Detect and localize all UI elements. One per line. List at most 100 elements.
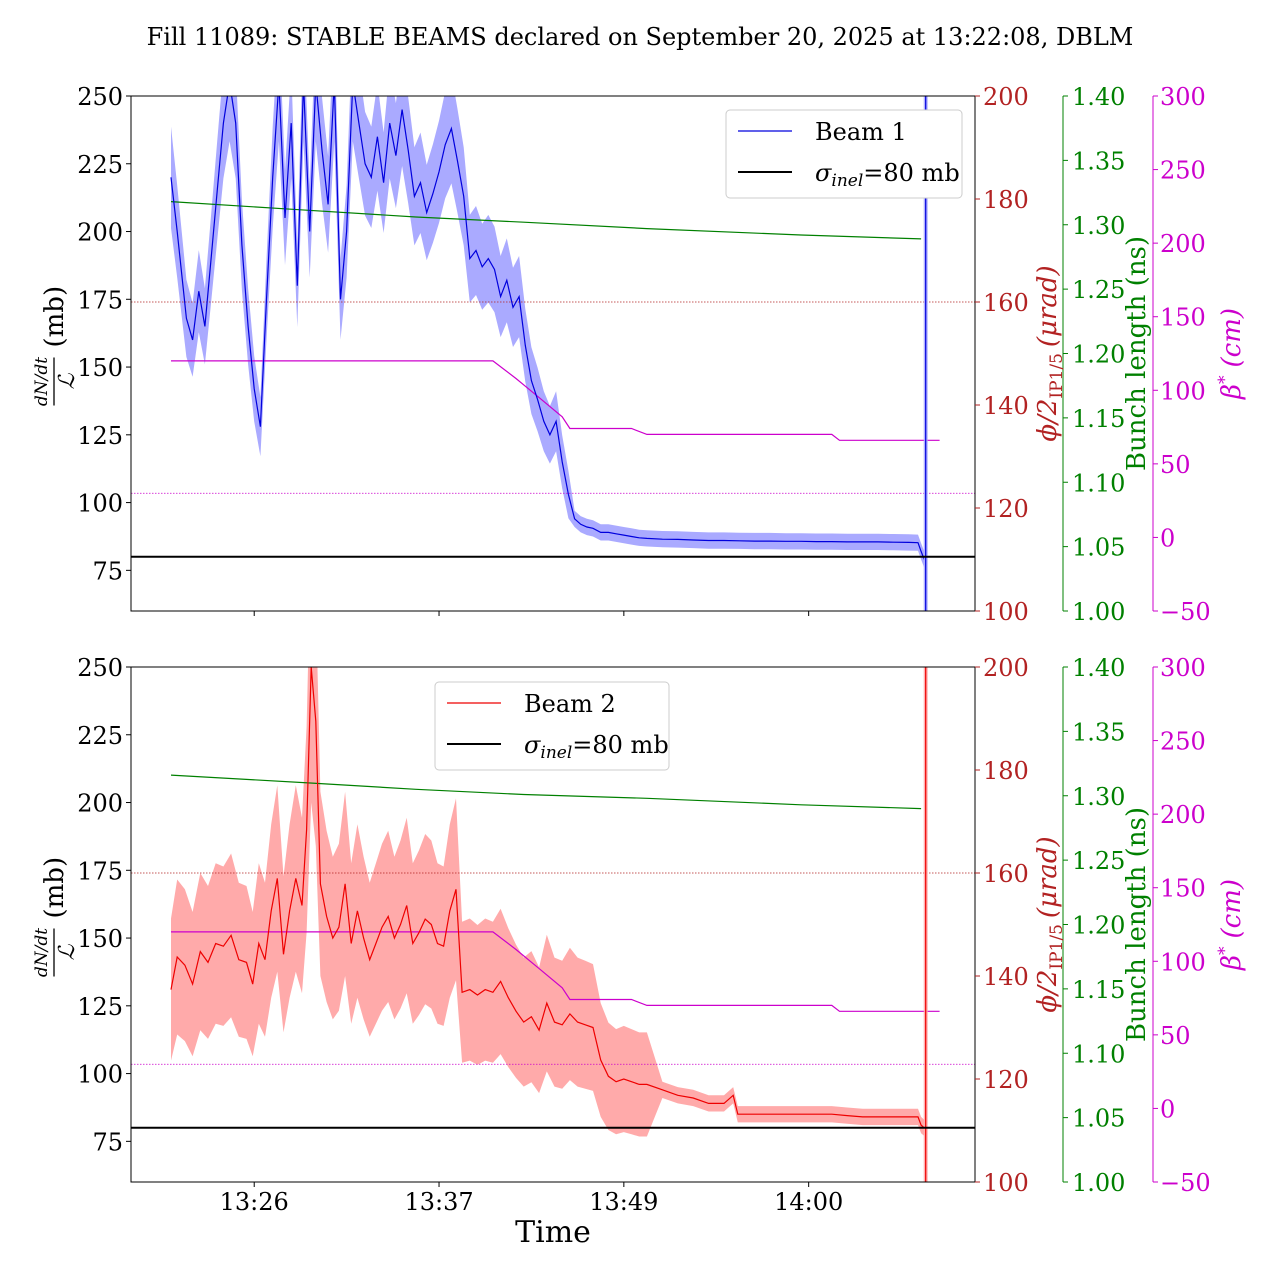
x-tick-label: 13:26: [220, 1188, 289, 1216]
legend-sigma-sub: inel: [540, 743, 572, 763]
right3-tick-label: 100: [1160, 948, 1206, 976]
right1-tick-label: 140: [983, 963, 1029, 991]
right3-tick-label: 100: [1160, 377, 1206, 405]
right2-tick-label: 1.30: [1072, 783, 1125, 811]
right1-axis-label: ϕ/2IP1/5 (μrad): [1033, 836, 1067, 1012]
plot-area: [131, 667, 975, 1182]
legend-sigma-symbol: σ: [524, 731, 541, 759]
right1-tick-label: 100: [983, 1169, 1029, 1197]
cross-section-line: [170, 667, 925, 1129]
bunch-length-line: [170, 201, 922, 240]
left-tick-label: 200: [77, 790, 123, 818]
right2-label: Bunch length (ns): [1122, 236, 1152, 471]
right3-tick-label: 0: [1160, 1095, 1175, 1123]
uncertainty-band: [171, 667, 925, 1137]
right3-tick-label: 200: [1160, 801, 1206, 829]
right3-label-sup: *: [1215, 946, 1235, 955]
left-tick-label: 250: [77, 83, 123, 111]
left-tick-label: 225: [77, 151, 123, 179]
left-tick-label: 75: [92, 1128, 123, 1156]
left-label-numerator: dN/dt: [32, 357, 52, 406]
legend: Beam 2 σinel=80 mb: [434, 681, 670, 771]
right2-tick-label: 1.30: [1072, 212, 1125, 240]
right1-tick-label: 180: [983, 757, 1029, 785]
legend-label-beam: Beam 1: [815, 118, 907, 146]
right3-tick-label: 300: [1160, 654, 1206, 682]
right1-label-main: ϕ/2: [1033, 399, 1063, 442]
right1-tick-label: 120: [983, 1066, 1029, 1094]
right3-tick-label: 250: [1160, 728, 1206, 756]
legend-sigma-sub: inel: [831, 171, 863, 191]
right2-tick-label: 1.05: [1072, 534, 1125, 562]
right3-tick-label: −50: [1160, 598, 1211, 626]
cross-section-line: [170, 96, 925, 560]
beta-star-line: [171, 360, 940, 441]
right2-tick-label: 1.10: [1072, 1040, 1125, 1068]
legend-box: [434, 681, 670, 771]
right3-axis-label: β* (cm): [1215, 879, 1247, 971]
left-tick-label: 200: [77, 219, 123, 247]
right3-label: β* (cm): [1215, 879, 1247, 971]
right1-tick-label: 140: [983, 392, 1029, 420]
right3-tick-label: 50: [1160, 451, 1191, 479]
x-axis-label: Time: [515, 1215, 591, 1250]
left-tick-label: 150: [77, 925, 123, 953]
right2-label: Bunch length (ns): [1122, 807, 1152, 1042]
left-label-denominator: ℒ: [55, 943, 80, 960]
right2-tick-label: 1.00: [1072, 1169, 1125, 1197]
right3-tick-label: 150: [1160, 875, 1206, 903]
legend-sigma-value: =80 mb: [572, 731, 668, 759]
right3-tick-label: 50: [1160, 1022, 1191, 1050]
left-label-numerator: dN/dt: [32, 928, 52, 977]
right2-tick-label: 1.15: [1072, 405, 1125, 433]
right1-tick-label: 200: [983, 83, 1029, 111]
left-tick-label: 125: [77, 993, 123, 1021]
left-tick-label: 225: [77, 722, 123, 750]
plot-frame: [130, 666, 976, 1183]
left-tick-label: 150: [77, 354, 123, 382]
left-tick-label: 75: [92, 557, 123, 585]
right1-label-unit: (μrad): [1033, 836, 1063, 918]
right2-axis-label: Bunch length (ns): [1122, 807, 1152, 1042]
x-tick-label: 13:49: [589, 1188, 658, 1216]
right2-tick-label: 1.20: [1072, 341, 1125, 369]
right2-tick-label: 1.25: [1072, 276, 1125, 304]
x-tick-label: 14:00: [774, 1188, 843, 1216]
panel-bottom: 75 100 125 150 175 200 225 250 100 120 140 160 180 20…: [32, 654, 1247, 1216]
legend-label-sigma: σinel=80 mb: [815, 159, 960, 191]
left-axis-label: dN/dt ℒ (mb): [32, 286, 80, 406]
right2-tick-label: 1.05: [1072, 1105, 1125, 1133]
legend-label-beam: Beam 2: [524, 690, 616, 718]
right1-label-unit: (μrad): [1033, 265, 1063, 347]
right3-label-main: β: [1217, 384, 1247, 400]
right1-label: ϕ/2IP1/5 (μrad): [1033, 265, 1067, 441]
right2-tick-label: 1.10: [1072, 469, 1125, 497]
left-tick-label: 175: [77, 857, 123, 885]
bunch-length-line: [170, 774, 922, 810]
left-tick-label: 250: [77, 654, 123, 682]
right2-tick-label: 1.40: [1072, 83, 1125, 111]
right2-tick-label: 1.20: [1072, 912, 1125, 940]
left-tick-label: 100: [77, 490, 123, 518]
legend-box: [725, 109, 963, 199]
beta-star-line: [171, 931, 940, 1012]
figure-title: Fill 11089: STABLE BEAMS declared on Sep…: [147, 23, 1134, 51]
left-label-unit: (mb): [40, 857, 70, 919]
right3-label-sup: *: [1215, 375, 1235, 384]
uncertainty-band: [171, 96, 925, 568]
right3-tick-label: 200: [1160, 230, 1206, 258]
right1-tick-label: 160: [983, 289, 1029, 317]
right3-axis-label: β* (cm): [1215, 308, 1247, 400]
right1-axis-label: ϕ/2IP1/5 (μrad): [1033, 265, 1067, 441]
left-axis-label: dN/dt ℒ (mb): [32, 857, 80, 977]
right2-tick-label: 1.40: [1072, 654, 1125, 682]
right1-label-main: ϕ/2: [1033, 970, 1063, 1013]
legend: Beam 1 σinel=80 mb: [725, 109, 963, 199]
right2-tick-label: 1.00: [1072, 598, 1125, 626]
right1-tick-label: 200: [983, 654, 1029, 682]
right3-tick-label: 150: [1160, 304, 1206, 332]
panel-top: 75 100 125 150 175 200 225 250 100 120 140 160 180 20…: [32, 83, 1247, 626]
legend-sigma-value: =80 mb: [863, 159, 959, 187]
